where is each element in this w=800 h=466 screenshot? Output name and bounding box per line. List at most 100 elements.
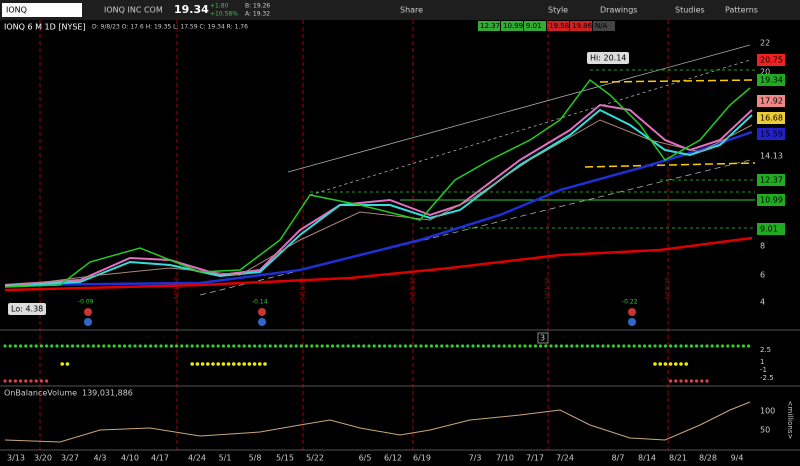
squeeze-dot: [357, 344, 361, 348]
squeeze-dot: [279, 344, 283, 348]
x-tick-label: 8/7: [612, 454, 625, 463]
x-tick-label: 9/4: [731, 454, 744, 463]
squeeze-dot: [310, 344, 314, 348]
squeeze-dot: [710, 344, 714, 348]
squeeze-dot: [325, 344, 329, 348]
obv-unit: <millions>: [786, 401, 794, 440]
squeeze-dot: [45, 344, 49, 348]
toolbar-button[interactable]: Style: [548, 6, 568, 15]
price-tag: [757, 112, 785, 124]
level-box: [501, 21, 523, 31]
event-icon[interactable]: [258, 308, 266, 316]
squeeze-dot: [549, 344, 553, 348]
ma-blue: [4, 130, 753, 287]
squeeze-dot: [674, 344, 678, 348]
toolbar-button[interactable]: Share: [400, 6, 423, 15]
squeeze-dot: [393, 344, 397, 348]
squeeze-dot: [299, 344, 303, 348]
squeeze-dot: [747, 344, 751, 348]
level-value: 10.99: [503, 22, 523, 30]
symbol-input[interactable]: [2, 3, 82, 17]
squeeze-dot: [741, 344, 746, 348]
squeeze-dot: [242, 362, 246, 366]
squeeze-dot: [617, 344, 621, 348]
event-icon[interactable]: [628, 318, 636, 326]
squeeze-dot: [461, 344, 465, 348]
toolbar-button[interactable]: Patterns: [725, 6, 758, 15]
badge-box: [537, 332, 549, 344]
squeeze-dot: [221, 362, 226, 366]
price-tag: [757, 194, 785, 206]
squeeze-dot: [435, 344, 439, 348]
x-tick-label: 6/19: [413, 454, 431, 463]
ask: A: 19.32: [245, 11, 270, 18]
squeeze-dot: [565, 344, 569, 348]
event-icon[interactable]: [84, 318, 92, 326]
squeeze-dot: [232, 344, 236, 348]
chart-header: IONQ 6 M 1D [NYSE]: [4, 23, 86, 32]
squeeze-dot: [523, 344, 527, 348]
event-label: -0.14: [252, 299, 268, 306]
price-tag: [757, 95, 785, 107]
quote: D: 9/8/23 O: 17.6 H: 19.35 L: 17.59 C: 1…: [92, 24, 248, 31]
squeeze-dot: [679, 379, 683, 383]
toolbar-button[interactable]: Drawings: [600, 6, 637, 15]
x-tick-label: 3/13: [7, 454, 25, 463]
price-tag: [757, 74, 785, 86]
squeeze-dot: [679, 362, 683, 366]
squeeze-dot: [684, 362, 688, 366]
squeeze-dot: [471, 344, 475, 348]
squeeze-dot: [528, 344, 532, 348]
squeeze-dot: [570, 344, 574, 348]
squeeze-badge: 3: [540, 334, 545, 343]
squeeze-dot: [668, 362, 673, 366]
price-tag: [757, 174, 785, 186]
squeeze-dot: [648, 344, 652, 348]
x-tick-label: 4/10: [121, 454, 139, 463]
squeeze-dot: [591, 344, 595, 348]
obv-name: OnBalanceVolume: [4, 389, 77, 398]
change: +1.80: [210, 3, 229, 10]
squeeze-dot: [487, 344, 491, 348]
squeeze-dot: [128, 344, 132, 348]
squeeze-dot: [346, 344, 350, 348]
squeeze-dot: [117, 344, 121, 348]
channel: [199, 44, 751, 296]
event-icon[interactable]: [628, 308, 636, 316]
price-label: 16.68: [760, 114, 783, 123]
vertical-date: 6/16/23: [410, 277, 417, 300]
price-label: 20: [760, 68, 770, 77]
squeeze-dot: [263, 344, 267, 348]
squeeze-dot: [305, 344, 309, 348]
squeeze-dot: [409, 344, 413, 348]
squeeze-dot: [455, 344, 459, 348]
price-label: 19.34: [760, 76, 783, 85]
toolbar-button[interactable]: Studies: [675, 6, 705, 15]
squeeze-dot: [263, 362, 267, 366]
squeeze-tick: 1: [760, 358, 764, 366]
price-label: 17.92: [760, 97, 783, 106]
x-tick-label: 4/3: [94, 454, 107, 463]
hi-label: Hi: 20.14: [590, 54, 626, 63]
x-tick-label: 6/12: [384, 454, 402, 463]
squeeze-dot: [19, 344, 23, 348]
squeeze-dot: [674, 379, 678, 383]
squeeze-dot: [580, 344, 584, 348]
plot-area: [0, 20, 755, 450]
squeeze-dot: [315, 344, 319, 348]
price-tag: [757, 223, 785, 235]
squeeze-dot: [674, 362, 678, 366]
x-tick-label: 8/14: [638, 454, 656, 463]
squeeze-dot: [663, 362, 668, 366]
x-tick-label: 8/28: [699, 454, 717, 463]
squeeze-dot: [700, 379, 704, 383]
squeeze-dot: [169, 344, 173, 348]
squeeze-dot: [627, 344, 631, 348]
squeeze-dot: [689, 379, 694, 383]
price-label: 14.13: [760, 152, 783, 161]
event-icon[interactable]: [258, 318, 266, 326]
squeeze-dot: [424, 344, 428, 348]
squeeze-dot: [533, 344, 538, 348]
squeeze-dot: [705, 379, 709, 383]
event-icon[interactable]: [84, 308, 92, 316]
